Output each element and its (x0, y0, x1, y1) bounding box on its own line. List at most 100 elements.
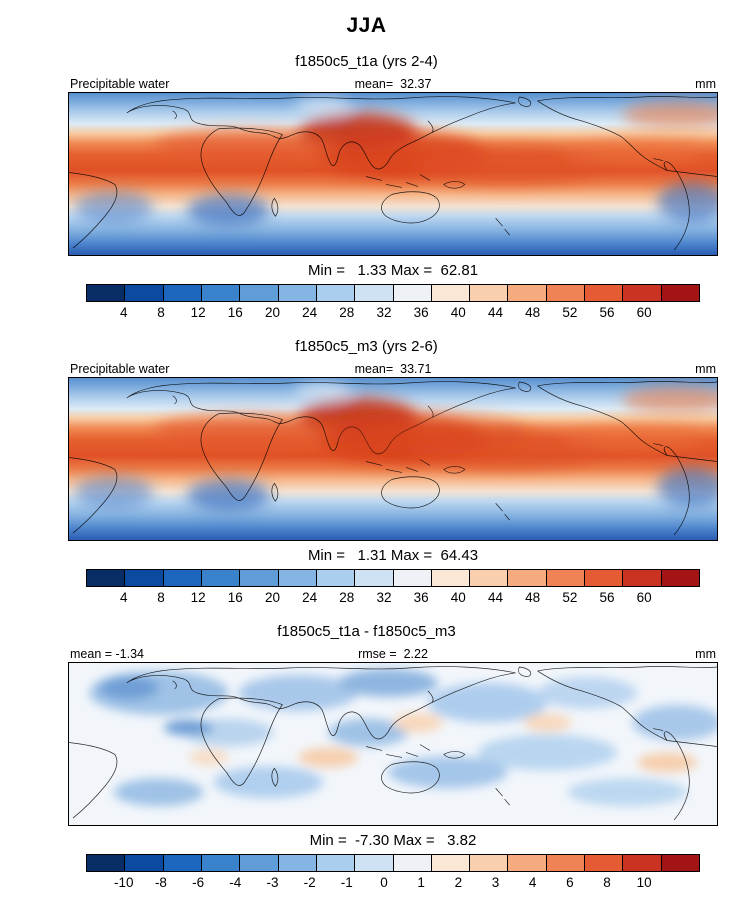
colorbar-tick: 4 (120, 305, 128, 320)
colorbar-cell (124, 855, 163, 871)
colorbar-tick: 60 (636, 305, 652, 320)
colorbar-cell (124, 570, 163, 586)
colorbar-tick: 28 (339, 305, 355, 320)
colorbar-tick: 8 (157, 305, 165, 320)
colorbar-tick: 16 (227, 590, 243, 605)
mean-stat: mean= 32.37 (354, 77, 432, 91)
colorbar-tick: 44 (487, 590, 503, 605)
colorbar-tick: 52 (562, 590, 578, 605)
plot-area: Precipitable water mean= 32.37 mm Min = … (68, 75, 718, 323)
colorbar-tick: 10 (636, 875, 652, 890)
colorbar-tick: 40 (450, 305, 466, 320)
colorbar-cell (354, 570, 393, 586)
colorbar-cell (430, 285, 470, 301)
colorbar-cell (87, 570, 125, 586)
stat-row: mean = -1.34 rmse = 2.22 mm (68, 645, 718, 662)
colorbar-cell (277, 570, 316, 586)
minmax-line: Min = -7.30 Max = 3.82 (309, 832, 477, 849)
colorbar-cell (507, 570, 546, 586)
colorbar-cell (162, 570, 201, 586)
colorbar-tick: -10 (114, 875, 134, 890)
colorbar-cell (469, 570, 508, 586)
colorbar-cell (315, 855, 355, 871)
colorbar-cell (584, 855, 623, 871)
colorbar-tick: 8 (157, 590, 165, 605)
panel-case-m3: f1850c5_m3 (yrs 2-6) Precipitable water … (0, 338, 733, 608)
colorbar-tick: 48 (525, 305, 541, 320)
colorbar-tick: -4 (229, 875, 242, 890)
colorbar-cell (469, 285, 508, 301)
colorbar-cell (354, 855, 393, 871)
colorbar-cells (86, 854, 700, 872)
colorbar-tick-labels: 4 8 12 16 20 24 28 32 36 40 44 48 52 56 60 (86, 305, 700, 323)
colorbar-cell (507, 855, 546, 871)
colorbar-cell (277, 855, 316, 871)
colorbar-cell (124, 285, 163, 301)
colorbar-tick: 1 (417, 875, 425, 890)
stat-row: Precipitable water mean= 33.71 mm (68, 360, 718, 377)
colorbar-tick: 16 (227, 305, 243, 320)
units-label: mm (695, 77, 716, 91)
colorbar-tick: 20 (264, 590, 280, 605)
panel-case-t1a: f1850c5_t1a (yrs 2-4) Precipitable water… (0, 53, 733, 323)
colorbar-cell (354, 285, 393, 301)
colorbar-cell (200, 570, 240, 586)
colorbar-cell (430, 855, 470, 871)
colorbar: 4 8 12 16 20 24 28 32 36 40 44 48 52 56 60 (86, 569, 700, 608)
colorbar-tick: 3 (491, 875, 500, 890)
colorbar-cell (162, 285, 201, 301)
colorbar-tick: 56 (599, 305, 615, 320)
colorbar-tick: -8 (154, 875, 167, 890)
units-label: mm (695, 647, 716, 661)
colorbar-tick: 8 (603, 875, 611, 890)
colorbar-tick: 36 (413, 590, 429, 605)
panel-subtitle: f1850c5_t1a (yrs 2-4) (295, 53, 438, 70)
colorbar-tick: 32 (376, 305, 392, 320)
colorbar-cell (392, 570, 431, 586)
difference-map-svg (69, 663, 717, 825)
map-case-m3 (68, 377, 718, 541)
colorbar-tick: -6 (192, 875, 205, 890)
colorbar-tick: 2 (454, 875, 463, 890)
precipitable-water-map-svg (69, 378, 717, 540)
colorbar-cell (87, 855, 125, 871)
plot-area: Precipitable water mean= 33.71 mm Min = … (68, 360, 718, 608)
colorbar-cell (200, 285, 240, 301)
colorbar: 4 8 12 16 20 24 28 32 36 40 44 48 52 56 60 (86, 284, 700, 323)
colorbar-cell (162, 855, 201, 871)
colorbar-cell (87, 285, 125, 301)
plot-area: mean = -1.34 rmse = 2.22 mm Min = -7.30 … (68, 645, 718, 893)
variable-label: Precipitable water (70, 77, 170, 91)
colorbar-cell (469, 855, 508, 871)
colorbar-cell (392, 855, 431, 871)
colorbar-tick: 52 (562, 305, 578, 320)
mean-stat: mean = -1.34 (70, 647, 145, 661)
colorbar-cells (86, 284, 700, 302)
units-label: mm (695, 362, 716, 376)
colorbar-cell (545, 855, 585, 871)
minmax-line: Min = 1.31 Max = 64.43 (307, 547, 479, 564)
colorbar-tick: 44 (487, 305, 503, 320)
figure-title: JJA (346, 14, 387, 37)
panel-difference: f1850c5_t1a - f1850c5_m3 mean = -1.34 rm… (0, 623, 733, 893)
colorbar-cell (392, 285, 431, 301)
colorbar-cell (622, 570, 661, 586)
colorbar-cell (622, 855, 661, 871)
colorbar-tick: 60 (636, 590, 652, 605)
colorbar-cell (545, 285, 585, 301)
colorbar-cell (315, 570, 355, 586)
colorbar-cell (239, 285, 278, 301)
colorbar-cell (430, 570, 470, 586)
variable-label: Precipitable water (70, 362, 170, 376)
map-case-t1a (68, 92, 718, 256)
colorbar-tick: -2 (303, 875, 316, 890)
colorbar-tick: 12 (190, 590, 206, 605)
colorbar-tick: 4 (120, 590, 128, 605)
colorbar-tick: 24 (302, 305, 318, 320)
colorbar-tick: 12 (190, 305, 206, 320)
colorbar-tick-labels: 4 8 12 16 20 24 28 32 36 40 44 48 52 56 60 (86, 590, 700, 608)
colorbar-cell (660, 285, 699, 301)
map-difference (68, 662, 718, 826)
colorbar-tick: -1 (340, 875, 353, 890)
colorbar-tick: 40 (450, 590, 466, 605)
